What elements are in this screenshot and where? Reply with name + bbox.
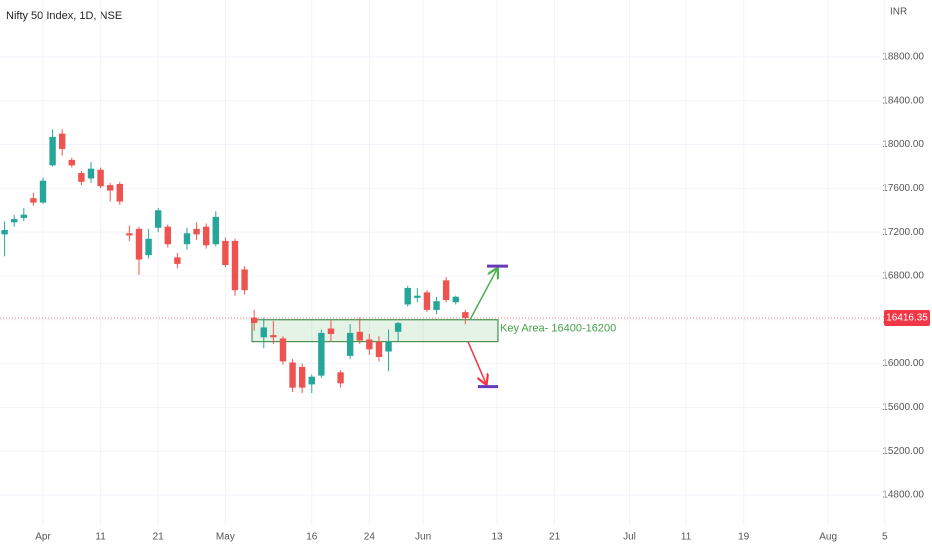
x-tick-label: 19 xyxy=(738,532,750,543)
x-tick-label: Jul xyxy=(623,532,636,543)
candle-body xyxy=(154,210,162,228)
x-tick-label: 11 xyxy=(95,532,106,543)
key-zone xyxy=(251,319,499,343)
x-tick-label: 13 xyxy=(491,532,503,543)
y-tick-label: 16800.00 xyxy=(882,271,924,282)
y-tick-label: 18000.00 xyxy=(882,139,924,150)
x-tick-label: 11 xyxy=(681,532,692,543)
candle-body xyxy=(260,327,267,338)
y-tick-label: 18800.00 xyxy=(882,52,924,63)
candle-body xyxy=(145,238,152,256)
y-tick-label: 15600.00 xyxy=(882,402,924,413)
last-price-tag xyxy=(884,309,930,326)
x-tick-label: Apr xyxy=(35,532,51,543)
candle-body xyxy=(1,229,8,235)
candle-body xyxy=(135,228,143,260)
candle-body xyxy=(222,240,229,266)
candle-body xyxy=(414,295,421,298)
candle-body xyxy=(97,169,104,187)
candle-body xyxy=(270,335,277,338)
y-tick-label: 16000.00 xyxy=(882,358,924,369)
candle-body xyxy=(423,292,431,310)
candle-body xyxy=(404,288,411,305)
candle-body xyxy=(318,332,325,376)
candle-body xyxy=(337,372,344,384)
x-tick-label: 21 xyxy=(153,532,165,543)
y-tick-label: 17200.00 xyxy=(882,227,924,238)
candle-body xyxy=(126,233,133,236)
candle-body xyxy=(279,338,287,362)
candle-body xyxy=(394,323,402,332)
candle-body xyxy=(39,180,47,203)
candle-body xyxy=(231,240,239,291)
candle-body xyxy=(308,376,315,385)
candle-body xyxy=(78,173,85,182)
candle-body xyxy=(106,185,114,191)
candle-body xyxy=(58,133,66,149)
key-zone-label: Key Area- 16400-16200 xyxy=(500,323,616,335)
x-tick-label: 21 xyxy=(549,532,561,543)
candle-body xyxy=(385,341,392,352)
y-tick-label: 15200.00 xyxy=(882,446,924,457)
candle-body xyxy=(327,328,335,335)
y-tick-label: 18400.00 xyxy=(882,95,924,106)
candle-body xyxy=(30,198,37,203)
x-tick-label: Jun xyxy=(415,532,431,543)
candle-body xyxy=(116,183,123,202)
x-tick-label: 24 xyxy=(364,532,376,543)
candle-body xyxy=(183,233,191,245)
y-tick-label: 14800.00 xyxy=(882,490,924,501)
candle-body xyxy=(11,219,18,223)
y-tick-label: 17600.00 xyxy=(882,183,924,194)
candle-body xyxy=(202,226,210,246)
candle-body xyxy=(193,228,200,235)
x-tick-label: 5 xyxy=(882,532,888,543)
chart-title: Nifty 50 Index, 1D, NSE xyxy=(6,10,122,22)
candle-body xyxy=(298,366,306,388)
candle-body xyxy=(174,257,181,264)
candle-body xyxy=(433,301,440,310)
candle-body xyxy=(289,362,296,388)
down-arrow xyxy=(467,341,486,384)
candle-body xyxy=(442,280,450,301)
x-tick-label: May xyxy=(216,532,235,543)
candle-body xyxy=(68,159,75,166)
currency: INR xyxy=(890,7,907,18)
candle-body xyxy=(241,269,248,291)
candle-body xyxy=(250,317,258,324)
last-price-label: 16416.35 xyxy=(886,313,928,324)
candle-body xyxy=(346,332,354,356)
up-arrow xyxy=(469,269,497,321)
candle-body xyxy=(366,339,373,350)
candle-body xyxy=(356,331,363,341)
candle-body xyxy=(212,216,219,245)
candle-body xyxy=(49,136,56,166)
x-tick-label: 16 xyxy=(306,532,318,543)
candle-body xyxy=(87,168,95,179)
candle-body xyxy=(20,214,28,218)
candle-body xyxy=(375,341,383,358)
candle-body xyxy=(462,312,469,318)
x-tick-label: Aug xyxy=(819,532,837,543)
candle-body xyxy=(164,226,171,245)
candle-body xyxy=(452,296,459,303)
